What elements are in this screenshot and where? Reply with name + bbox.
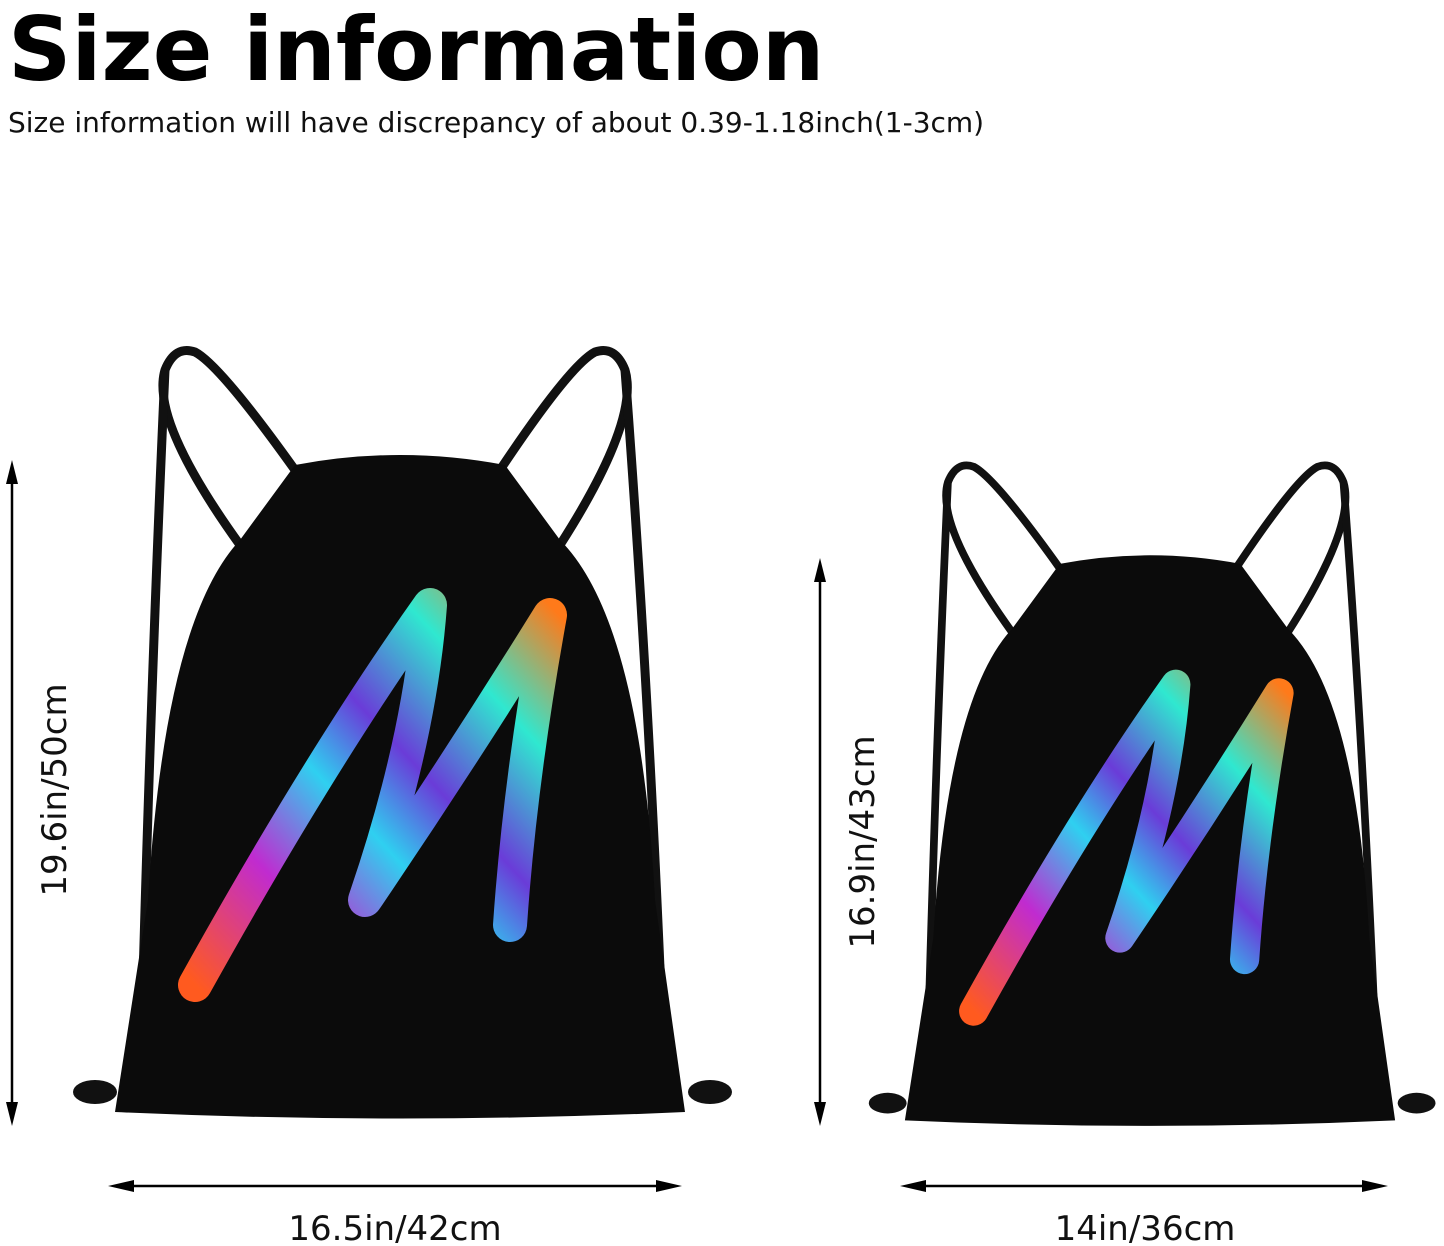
width-label: 14in/36cm [1055,1209,1236,1246]
subtitle: Size information will have discrepancy o… [8,106,984,139]
bag-small [869,465,1436,1126]
bag-large [73,350,732,1118]
title: Size information [8,0,824,101]
width-label: 16.5in/42cm [288,1209,501,1246]
height-label: 16.9in/43cm [843,735,883,948]
height-label: 19.6in/50cm [35,683,75,896]
dimensions [6,460,1388,1192]
